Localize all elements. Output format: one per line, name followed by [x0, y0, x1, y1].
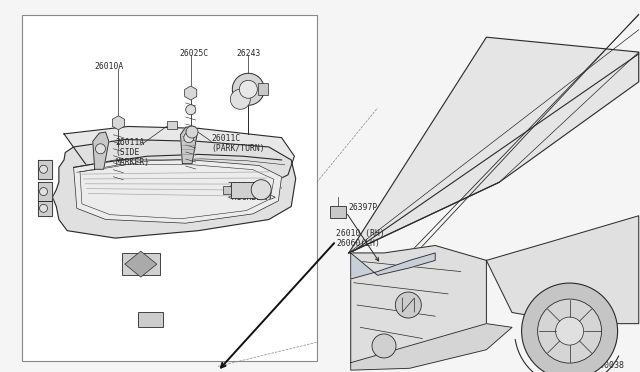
Polygon shape [125, 251, 157, 277]
Circle shape [230, 89, 250, 109]
Text: 26011A
(SIDE
MARKER): 26011A (SIDE MARKER) [115, 138, 149, 167]
Polygon shape [38, 160, 52, 179]
Polygon shape [351, 253, 435, 279]
Circle shape [184, 133, 194, 142]
Circle shape [40, 165, 47, 173]
Text: 26397P: 26397P [349, 203, 378, 212]
Polygon shape [38, 201, 52, 216]
Polygon shape [64, 126, 294, 193]
Polygon shape [93, 132, 109, 169]
Bar [231, 182, 255, 198]
Circle shape [95, 144, 106, 154]
Polygon shape [349, 37, 639, 253]
Polygon shape [38, 182, 52, 201]
Circle shape [232, 73, 264, 105]
Bar [223, 186, 231, 194]
Circle shape [239, 80, 257, 98]
Bar [259, 83, 268, 95]
Polygon shape [64, 134, 288, 231]
Polygon shape [486, 216, 639, 324]
Polygon shape [74, 160, 282, 223]
Polygon shape [351, 246, 486, 363]
Circle shape [372, 334, 396, 358]
Polygon shape [113, 116, 124, 130]
Circle shape [40, 187, 47, 196]
Circle shape [40, 204, 47, 212]
Text: 26011AC
<HIGHBEAM>: 26011AC <HIGHBEAM> [227, 182, 276, 202]
Circle shape [186, 105, 196, 115]
Text: R2600038: R2600038 [584, 361, 624, 370]
Polygon shape [52, 140, 296, 238]
Circle shape [556, 317, 584, 345]
Circle shape [251, 180, 271, 200]
Circle shape [186, 126, 198, 138]
Circle shape [396, 292, 421, 318]
Polygon shape [351, 324, 512, 370]
Text: 26025C: 26025C [179, 49, 209, 58]
Text: 26060(LH): 26060(LH) [336, 239, 380, 248]
Bar [166, 122, 177, 129]
Circle shape [538, 299, 602, 363]
Text: 26010A: 26010A [95, 62, 124, 71]
Bar [138, 312, 163, 327]
Bar [122, 253, 160, 275]
Bar [22, 15, 317, 361]
Polygon shape [180, 126, 197, 164]
Text: 26010 (RH): 26010 (RH) [336, 229, 385, 238]
Text: 26011C
(PARK/TURN): 26011C (PARK/TURN) [211, 134, 265, 153]
Polygon shape [185, 86, 196, 100]
Bar [330, 206, 346, 218]
Circle shape [522, 283, 618, 372]
Text: 26243: 26243 [237, 49, 261, 58]
